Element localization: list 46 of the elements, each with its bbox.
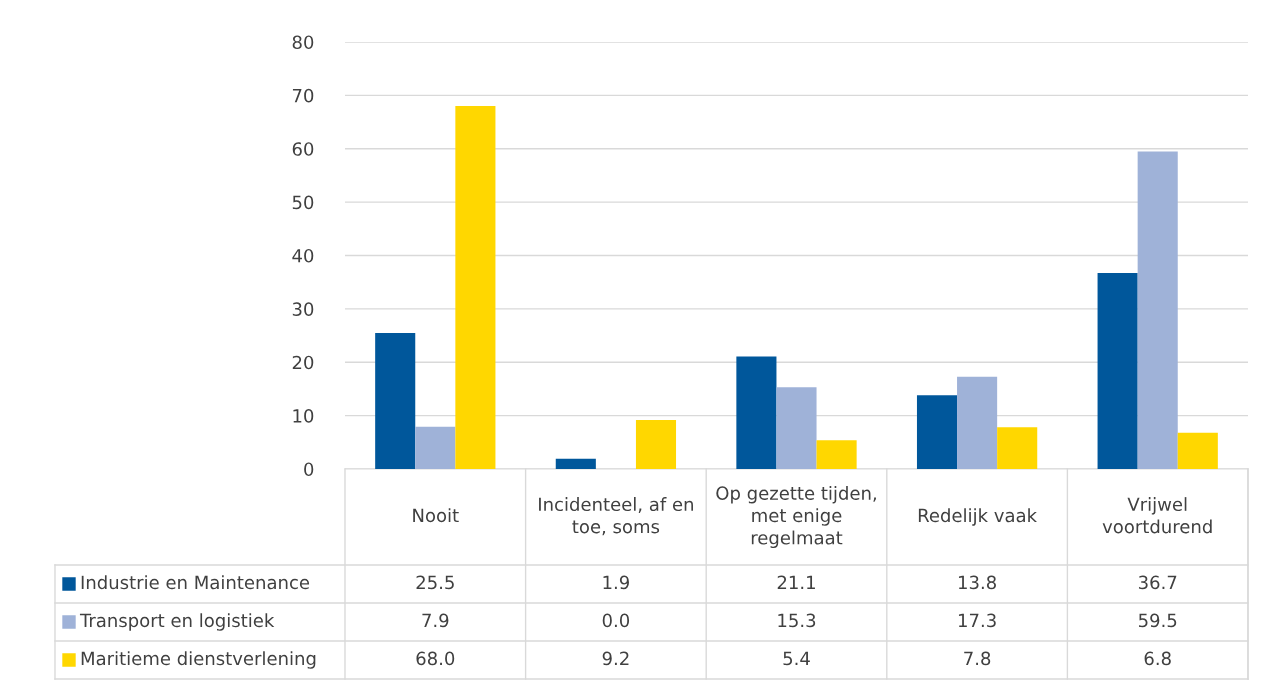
y-tick-label: 40: [292, 248, 314, 263]
y-tick-label: 70: [292, 88, 314, 103]
bar: [736, 356, 777, 469]
data-label: 21.1: [777, 575, 815, 589]
y-tick-label: 50: [292, 195, 314, 210]
bar: [1137, 151, 1178, 469]
data-label: 1.9: [603, 575, 629, 590]
x-tick-label: Op gezette tijden, met enige regelmaat: [716, 485, 876, 549]
bar: [555, 458, 596, 469]
y-tick-label: 60: [292, 142, 314, 156]
bar: [415, 426, 456, 469]
bar: [997, 427, 1038, 469]
bar: [957, 376, 998, 469]
bar: [816, 440, 857, 469]
data-label: 36.7: [1138, 575, 1177, 590]
data-label: 7.8: [964, 651, 991, 666]
legend-label: Maritieme dienstverlening: [81, 651, 316, 669]
bar: [776, 387, 817, 469]
data-label: 59.5: [1138, 613, 1177, 628]
bar: [635, 419, 677, 469]
y-tick-label: 20: [292, 355, 314, 370]
data-label: 0.0: [602, 613, 630, 628]
y-tick-label: 30: [292, 302, 314, 316]
x-tick-label: Incidenteel, af en toe, soms: [539, 497, 693, 536]
legend-label: Transport en logistiek: [79, 613, 275, 631]
bar: [1097, 273, 1138, 469]
bar: [1177, 432, 1218, 469]
data-label: 7.9: [422, 613, 449, 628]
data-label: 68.0: [416, 651, 455, 666]
bar: [375, 332, 416, 469]
y-tick-label: 0: [304, 462, 314, 477]
data-label: 9.2: [602, 651, 629, 666]
data-label: 17.3: [958, 613, 996, 628]
bar: [916, 395, 958, 469]
x-tick-label: Nooit: [413, 508, 459, 523]
data-label: 5.4: [783, 651, 810, 666]
x-tick-label: Redelijk vaak: [918, 508, 1038, 526]
data-label: 15.3: [778, 613, 816, 628]
x-tick-label: Vrijwel voortdurend: [1102, 497, 1212, 534]
bar: [455, 106, 496, 469]
data-label: 25.5: [416, 575, 454, 590]
legend-label: Industrie en Maintenance: [81, 575, 310, 590]
data-label: 13.8: [958, 575, 996, 590]
y-tick-label: 80: [292, 35, 314, 50]
data-label: 6.8: [1144, 651, 1171, 666]
y-tick-label: 10: [293, 409, 314, 423]
